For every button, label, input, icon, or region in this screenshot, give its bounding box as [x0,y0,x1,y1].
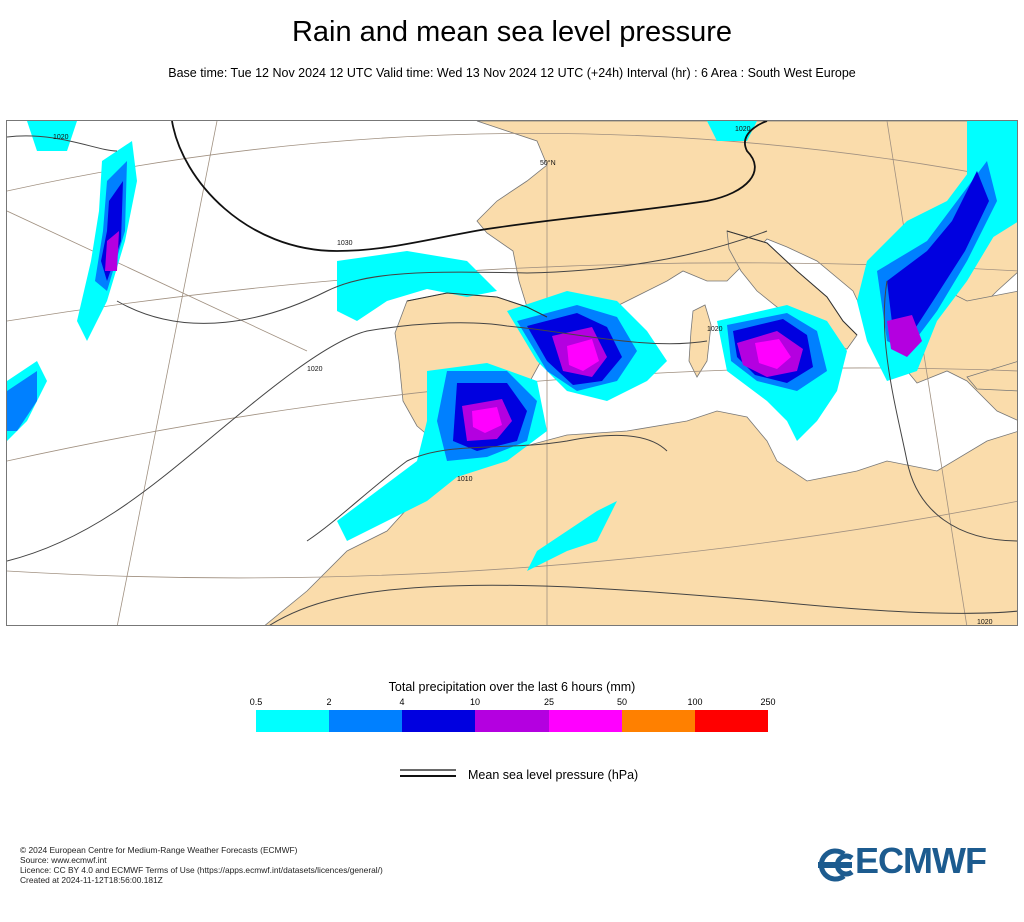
isobar-label: 1030 [337,240,353,247]
sardinia-land [688,304,712,378]
graticule-label: 50°N [540,159,556,167]
scale-swatch [329,710,403,732]
ecmwf-logo-text: ECMWF [855,840,987,881]
footer-line: Licence: CC BY 4.0 and ECMWF Terms of Us… [20,865,383,875]
isobars-1020 [7,135,1017,625]
legend-tick: 10 [469,697,481,707]
legend-tick: 100 [687,697,703,707]
map-svg: 1020 1030 1020 1010 1020 1020 1020 50°N [7,121,1017,626]
rain-area-algeria [527,501,617,571]
rain-area-west-iberia [337,251,497,321]
precipitation-color-scale [256,710,768,732]
legend-tick: 250 [760,697,776,707]
isobar-label: 1020 [707,326,723,333]
rain-area-north-france [707,121,757,141]
mslp-legend-label: Mean sea level pressure (hPa) [468,768,639,782]
mslp-legend-line [400,769,456,777]
legend-tick: 25 [543,697,555,707]
footer-line: © 2024 European Centre for Medium-Range … [20,845,298,855]
chart-subtitle: Base time: Tue 12 Nov 2024 12 UTC Valid … [168,66,856,80]
footer-credits: © 2024 European Centre for Medium-Range … [20,845,383,885]
footer-line: Created at 2024-11-12T18:56:00.181Z [20,875,163,885]
ecmwf-logo-icon [818,848,854,882]
isobar-label: 1020 [977,619,993,626]
weather-map: 1020 1030 1020 1010 1020 1020 1020 50°N [6,120,1018,626]
scale-swatch [694,710,768,732]
rain-area-nw-corner [27,121,77,151]
scale-swatch [548,710,622,732]
isobar-label: 1020 [307,366,323,373]
coastlines [406,230,858,336]
footer-line: Source: www.ecmwf.int [20,855,107,865]
precipitation-layer [7,121,1017,571]
isobar-1030 [171,121,768,252]
anatolia-land [966,361,1017,392]
legend-tick: 4 [399,697,405,707]
legend-tick: 2 [326,697,332,707]
scale-swatch [256,710,330,732]
chart-title: Rain and mean sea level pressure [291,16,733,48]
legend-tick: 0.5 [249,697,263,707]
scale-swatch [475,710,549,732]
scale-swatch [621,710,695,732]
isobar-label: 1010 [457,476,473,483]
isobar-label: 1020 [53,134,69,141]
isobar-label: 1020 [735,126,751,133]
legend-tick: 50 [616,697,628,707]
isobar-labels: 1020 1030 1020 1010 1020 1020 1020 50°N [53,126,993,626]
scale-swatch [402,710,476,732]
legend-title: Total precipitation over the last 6 hour… [388,680,636,694]
